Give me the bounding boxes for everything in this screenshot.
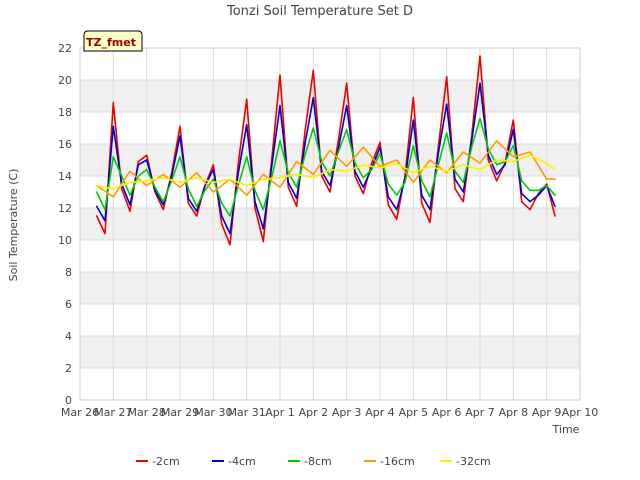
x-tick-label: Apr 6	[432, 406, 462, 419]
x-tick-label: Mar 27	[94, 406, 132, 419]
x-tick-label: Apr 7	[465, 406, 495, 419]
x-axis-label: Time	[552, 423, 580, 436]
series-line-neg2cm	[95, 55, 556, 246]
x-tick-label: Mar 28	[128, 406, 166, 419]
legend-label: -2cm	[152, 455, 180, 468]
y-tick-label: 22	[58, 42, 72, 55]
y-tick-label: 18	[58, 106, 72, 119]
y-tick-label: 0	[65, 394, 72, 407]
y-tick-label: 16	[58, 138, 72, 151]
legend-label: -32cm	[456, 455, 491, 468]
grid-band	[80, 272, 580, 304]
y-tick-label: 4	[65, 330, 72, 343]
legend-label: -8cm	[304, 455, 332, 468]
legend-label: -4cm	[228, 455, 256, 468]
x-tick-label: Apr 3	[332, 406, 362, 419]
y-tick-label: 20	[58, 74, 72, 87]
x-tick-label: Apr 8	[499, 406, 529, 419]
x-tick-label: Mar 26	[61, 406, 99, 419]
x-tick-label: Apr 5	[399, 406, 429, 419]
y-tick-label: 6	[65, 298, 72, 311]
plot-area	[79, 47, 581, 401]
grid-band	[80, 336, 580, 368]
y-tick-label: 10	[58, 234, 72, 247]
series-line-neg8cm	[95, 117, 556, 217]
x-tick-label: Mar 31	[228, 406, 266, 419]
x-tick-label: Apr 9	[532, 406, 562, 419]
grid-band	[80, 80, 580, 112]
x-tick-label: Apr 10	[562, 406, 599, 419]
y-axis-label: Soil Temperature (C)	[7, 169, 20, 282]
x-tick-label: Apr 2	[299, 406, 329, 419]
annotation-box: TZ_fmet	[83, 30, 143, 52]
grid-band	[80, 208, 580, 240]
y-tick-label: 14	[58, 170, 72, 183]
y-tick-label: 2	[65, 362, 72, 375]
series-line-neg16cm	[95, 140, 556, 198]
y-tick-label: 8	[65, 266, 72, 279]
x-tick-label: Mar 30	[194, 406, 232, 419]
x-tick-label: Apr 1	[265, 406, 295, 419]
legend: -2cm -4cm -8cm -16cm -32cm	[136, 455, 491, 468]
x-tick-label: Apr 4	[365, 406, 395, 419]
legend-label: -16cm	[380, 455, 415, 468]
y-tick-label: 12	[58, 202, 72, 215]
chart-title: Tonzi Soil Temperature Set D	[226, 4, 413, 19]
x-tick-label: Mar 29	[161, 406, 199, 419]
annotation-label: TZ_fmet	[86, 36, 136, 49]
series-line-neg32cm	[95, 154, 556, 190]
series-line-neg4cm	[95, 82, 556, 235]
